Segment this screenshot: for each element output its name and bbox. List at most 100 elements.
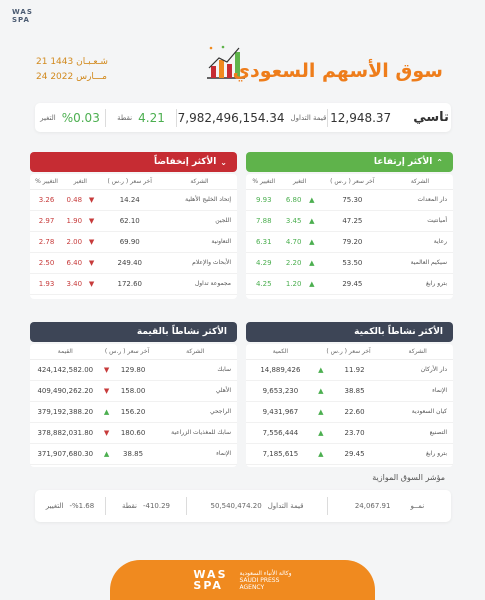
last-price: 180.60 xyxy=(112,422,154,444)
date-gregorian: 24 مـــارس 2022 xyxy=(36,72,107,82)
table-row: الإنماء 38.85 ▲ 371,907,680.30 xyxy=(30,443,237,465)
tasi-points-label: نقطة xyxy=(117,113,133,122)
losers-table: الشركة آخر سعر ( ر.س ) التغير التغيير % … xyxy=(30,174,237,299)
arrow-up-icon: ▲ xyxy=(305,189,318,211)
last-price: 22.60 xyxy=(326,401,383,423)
chevron-up-icon: ⌃ xyxy=(436,157,443,167)
losers-title: الأكثر إنخفاضاً xyxy=(153,157,217,167)
col-change: التغير xyxy=(281,174,318,190)
table-row: الراجحي 156.20 ▲ 379,192,388.20 xyxy=(30,401,237,423)
change-value: 2.00 xyxy=(63,231,86,253)
col-price: آخر سعر ( ر.س ) xyxy=(314,344,383,360)
table-row: كيان السعودية 22.60 ▲ 9,431,967 xyxy=(246,401,453,423)
quantity: 7,185,615 xyxy=(246,443,315,465)
bar-chart-icon xyxy=(207,45,245,79)
arrow-up-icon: ▲ xyxy=(305,273,318,295)
company-name: سابك للمغذيات الزراعية xyxy=(153,422,237,444)
arrow-up-icon: ▲ xyxy=(314,359,327,381)
change-pct: 2.50 xyxy=(30,252,63,274)
last-price: 129.80 xyxy=(112,359,154,381)
table-row: الإنماء 38.85 ▲ 9,653,230 xyxy=(246,380,453,402)
col-quantity: الكمية xyxy=(246,344,315,360)
last-price: 62.10 xyxy=(97,210,162,232)
date-block: 21 شـعـبـان 1443 24 مـــارس 2022 xyxy=(36,55,108,85)
company-name: الإنماء xyxy=(382,380,453,402)
footer-logo-bottom: SPA xyxy=(193,579,223,592)
traded-value: 409,490,262.20 xyxy=(30,380,101,402)
parallel-turnover: 50,540,474.20 xyxy=(210,502,262,510)
tasi-name: تاسي xyxy=(413,110,449,125)
losers-header: الأكثر إنخفاضاً ⌄ xyxy=(30,152,237,172)
parallel-market-label: مؤشر السوق الموازية xyxy=(372,473,445,482)
by-volume-title: الأكثر نشاطاً بالكمية xyxy=(354,327,443,337)
date-hijri: 21 شـعـبـان 1443 xyxy=(36,57,108,67)
footer-agency-ar: وكالة الأنباء السعودية xyxy=(239,569,292,577)
table-row: الأهلي 158.00 ▼ 409,490,262.20 xyxy=(30,380,237,402)
company-name: رعاية xyxy=(386,231,453,253)
change-pct: 1.93 xyxy=(30,273,63,295)
footer-agency-name: وكالة الأنباء السعودية SAUDI PRESS AGENC… xyxy=(240,570,292,591)
arrow-up-icon: ▲ xyxy=(314,422,327,444)
table-row: سيكيم العالمية 53.50 ▲ 2.20 4.29 xyxy=(246,252,453,274)
by-volume-header: الأكثر نشاطاً بالكمية xyxy=(246,322,453,342)
footer-banner: WAS SPA وكالة الأنباء السعودية SAUDI PRE… xyxy=(110,560,375,600)
last-price: 158.00 xyxy=(112,380,154,402)
table-row: اللجين 62.10 ▼ 1.90 2.97 xyxy=(30,210,237,232)
col-company: الشركة xyxy=(161,174,237,190)
gainers-table: الشركة آخر سعر ( ر.س ) التغير التغيير % … xyxy=(246,174,453,299)
gainers-header: الأكثر إرتفاعا ⌃ xyxy=(246,152,453,172)
by-volume-table: الشركة آخر سعر ( ر.س ) الكمية دار الأركا… xyxy=(246,344,453,467)
tasi-change-pct: %0.03 xyxy=(61,110,100,125)
company-name: التعاونية xyxy=(161,231,237,253)
company-name: التصنيع xyxy=(382,422,453,444)
traded-value: 424,142,582.00 xyxy=(30,359,101,381)
change-value: 4.70 xyxy=(281,231,306,253)
change-pct: 7.88 xyxy=(246,210,282,232)
last-price: 172.60 xyxy=(97,273,162,295)
spa-logo: WAS SPA xyxy=(12,8,40,24)
change-value: 2.20 xyxy=(281,252,306,274)
table-row: مجموعة تداول 172.60 ▼ 3.40 1.93 xyxy=(30,273,237,295)
parallel-points-label: نقطة xyxy=(121,502,137,510)
company-name: إتحاد الخليج الأهلية xyxy=(161,189,237,211)
company-name: الإنماء xyxy=(153,443,237,465)
change-pct: 4.29 xyxy=(246,252,282,274)
arrow-up-icon: ▲ xyxy=(305,210,318,232)
parallel-index-row: التغيير -%1.68 نقطة -410.29 50,540,474.2… xyxy=(35,490,451,522)
change-pct: 2.78 xyxy=(30,231,63,253)
traded-value: 378,882,031.80 xyxy=(30,422,101,444)
col-price: آخر سعر ( ر.س ) xyxy=(100,344,154,360)
arrow-up-icon: ▲ xyxy=(305,231,318,253)
tasi-points: 4.21 xyxy=(138,110,165,125)
arrow-down-icon: ▼ xyxy=(100,380,113,402)
last-price: 14.24 xyxy=(97,189,162,211)
table-row: التعاونية 69.90 ▼ 2.00 2.78 xyxy=(30,231,237,253)
table-row: بترو رابغ 29.45 ▲ 1.20 4.25 xyxy=(246,273,453,295)
arrow-up-icon: ▲ xyxy=(100,401,113,423)
last-price: 23.70 xyxy=(326,422,383,444)
table-row: سابك للمغذيات الزراعية 180.60 ▼ 378,882,031… xyxy=(30,422,237,444)
col-pct: التغيير % xyxy=(30,174,63,190)
change-pct: 6.31 xyxy=(246,231,282,253)
company-name: سيكيم العالمية xyxy=(386,252,453,274)
arrow-down-icon: ▼ xyxy=(85,231,98,253)
footer-logo-top: WAS xyxy=(193,568,228,581)
company-name: بترو رابغ xyxy=(382,443,453,465)
col-change: التغير xyxy=(63,174,98,190)
col-pct: التغيير % xyxy=(246,174,282,190)
company-name: كيان السعودية xyxy=(382,401,453,423)
company-name: سابك xyxy=(153,359,237,381)
gainers-title: الأكثر إرتفاعا xyxy=(373,157,433,167)
last-price: 11.92 xyxy=(326,359,383,381)
table-row: الأبحاث والإعلام 249.40 ▼ 6.40 2.50 xyxy=(30,252,237,274)
tasi-value: 12,948.37 xyxy=(330,110,392,125)
traded-value: 371,907,680.30 xyxy=(30,443,101,465)
by-value-table: الشركة آخر سعر ( ر.س ) القيمة سابك 129.80… xyxy=(30,344,237,467)
table-row: إتحاد الخليج الأهلية 14.24 ▼ 0.48 3.26 xyxy=(30,189,237,211)
col-price: آخر سعر ( ر.س ) xyxy=(97,174,162,190)
table-row: رعاية 79.20 ▲ 4.70 6.31 xyxy=(246,231,453,253)
change-pct: 9.93 xyxy=(246,189,282,211)
last-price: 53.50 xyxy=(317,252,387,274)
last-price: 156.20 xyxy=(112,401,154,423)
table-row: دار المعدات 75.30 ▲ 6.80 9.93 xyxy=(246,189,453,211)
